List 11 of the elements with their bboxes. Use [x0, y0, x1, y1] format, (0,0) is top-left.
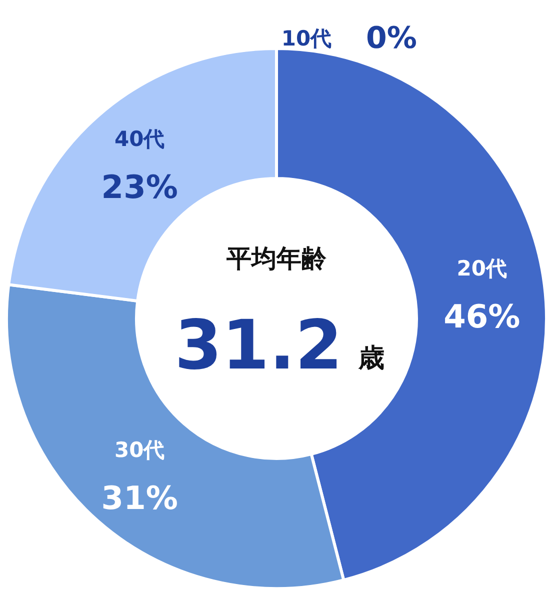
data-label: 31%	[101, 478, 178, 517]
data-label: 23%	[101, 168, 178, 206]
text: 平均年齢	[226, 244, 328, 273]
text: 0%	[366, 21, 417, 56]
slice-label: 40代	[114, 127, 165, 152]
data-label: 46%	[444, 298, 520, 336]
slice-label: 20代	[456, 256, 507, 281]
slice-label: 30代	[114, 438, 165, 462]
text: 歳	[358, 344, 384, 374]
category-label: 10代	[281, 26, 332, 50]
text: 31.2	[174, 306, 342, 386]
